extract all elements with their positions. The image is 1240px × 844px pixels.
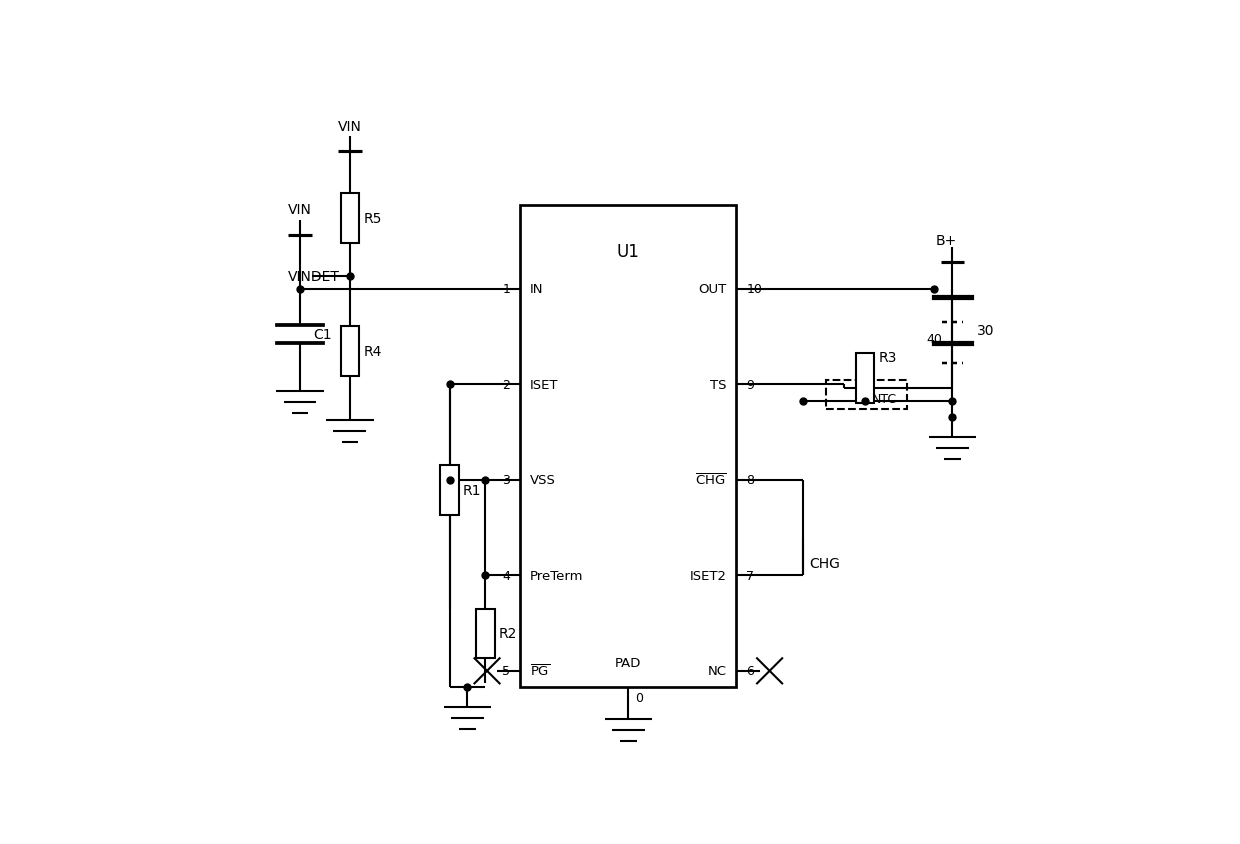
Text: 5: 5 — [502, 664, 511, 678]
Text: 0: 0 — [635, 691, 644, 704]
Text: R4: R4 — [363, 344, 382, 359]
Text: VSS: VSS — [531, 473, 556, 487]
Text: 40: 40 — [926, 333, 942, 345]
Text: VIN: VIN — [288, 203, 312, 217]
Text: ISET: ISET — [531, 378, 559, 391]
Text: OUT: OUT — [698, 283, 727, 295]
Text: NC: NC — [707, 664, 727, 678]
Text: VIN: VIN — [339, 120, 362, 134]
Bar — [856, 354, 874, 403]
Bar — [341, 194, 360, 244]
Text: $\overline{\rm CHG}$: $\overline{\rm CHG}$ — [694, 473, 727, 488]
Text: ISET2: ISET2 — [689, 569, 727, 582]
Bar — [826, 381, 906, 409]
Text: 30: 30 — [977, 324, 994, 338]
Text: 3: 3 — [502, 473, 511, 487]
Text: 6: 6 — [746, 664, 754, 678]
Text: 7: 7 — [746, 569, 754, 582]
Text: 2: 2 — [502, 378, 511, 391]
Text: IN: IN — [531, 283, 544, 295]
Text: R2: R2 — [498, 627, 517, 641]
Text: R1: R1 — [463, 484, 481, 497]
Text: 1: 1 — [502, 283, 511, 295]
Text: VINDET: VINDET — [288, 270, 340, 284]
Text: 8: 8 — [746, 473, 754, 487]
Text: U1: U1 — [616, 243, 640, 261]
Text: R5: R5 — [363, 212, 382, 225]
Bar — [476, 609, 495, 658]
Text: 4: 4 — [502, 569, 511, 582]
Text: PAD: PAD — [615, 657, 641, 669]
Text: CHG: CHG — [810, 556, 841, 570]
Text: 9: 9 — [746, 378, 754, 391]
Text: $\overline{\rm PG}$: $\overline{\rm PG}$ — [531, 663, 551, 679]
Text: R3: R3 — [878, 350, 897, 365]
Text: NTC: NTC — [872, 392, 897, 406]
Bar — [440, 466, 459, 516]
Text: C1: C1 — [314, 327, 332, 342]
Text: TS: TS — [709, 378, 727, 391]
Bar — [521, 206, 737, 688]
Bar — [341, 327, 360, 376]
Text: 10: 10 — [746, 283, 763, 295]
Text: B+: B+ — [936, 234, 957, 247]
Text: PreTerm: PreTerm — [531, 569, 584, 582]
